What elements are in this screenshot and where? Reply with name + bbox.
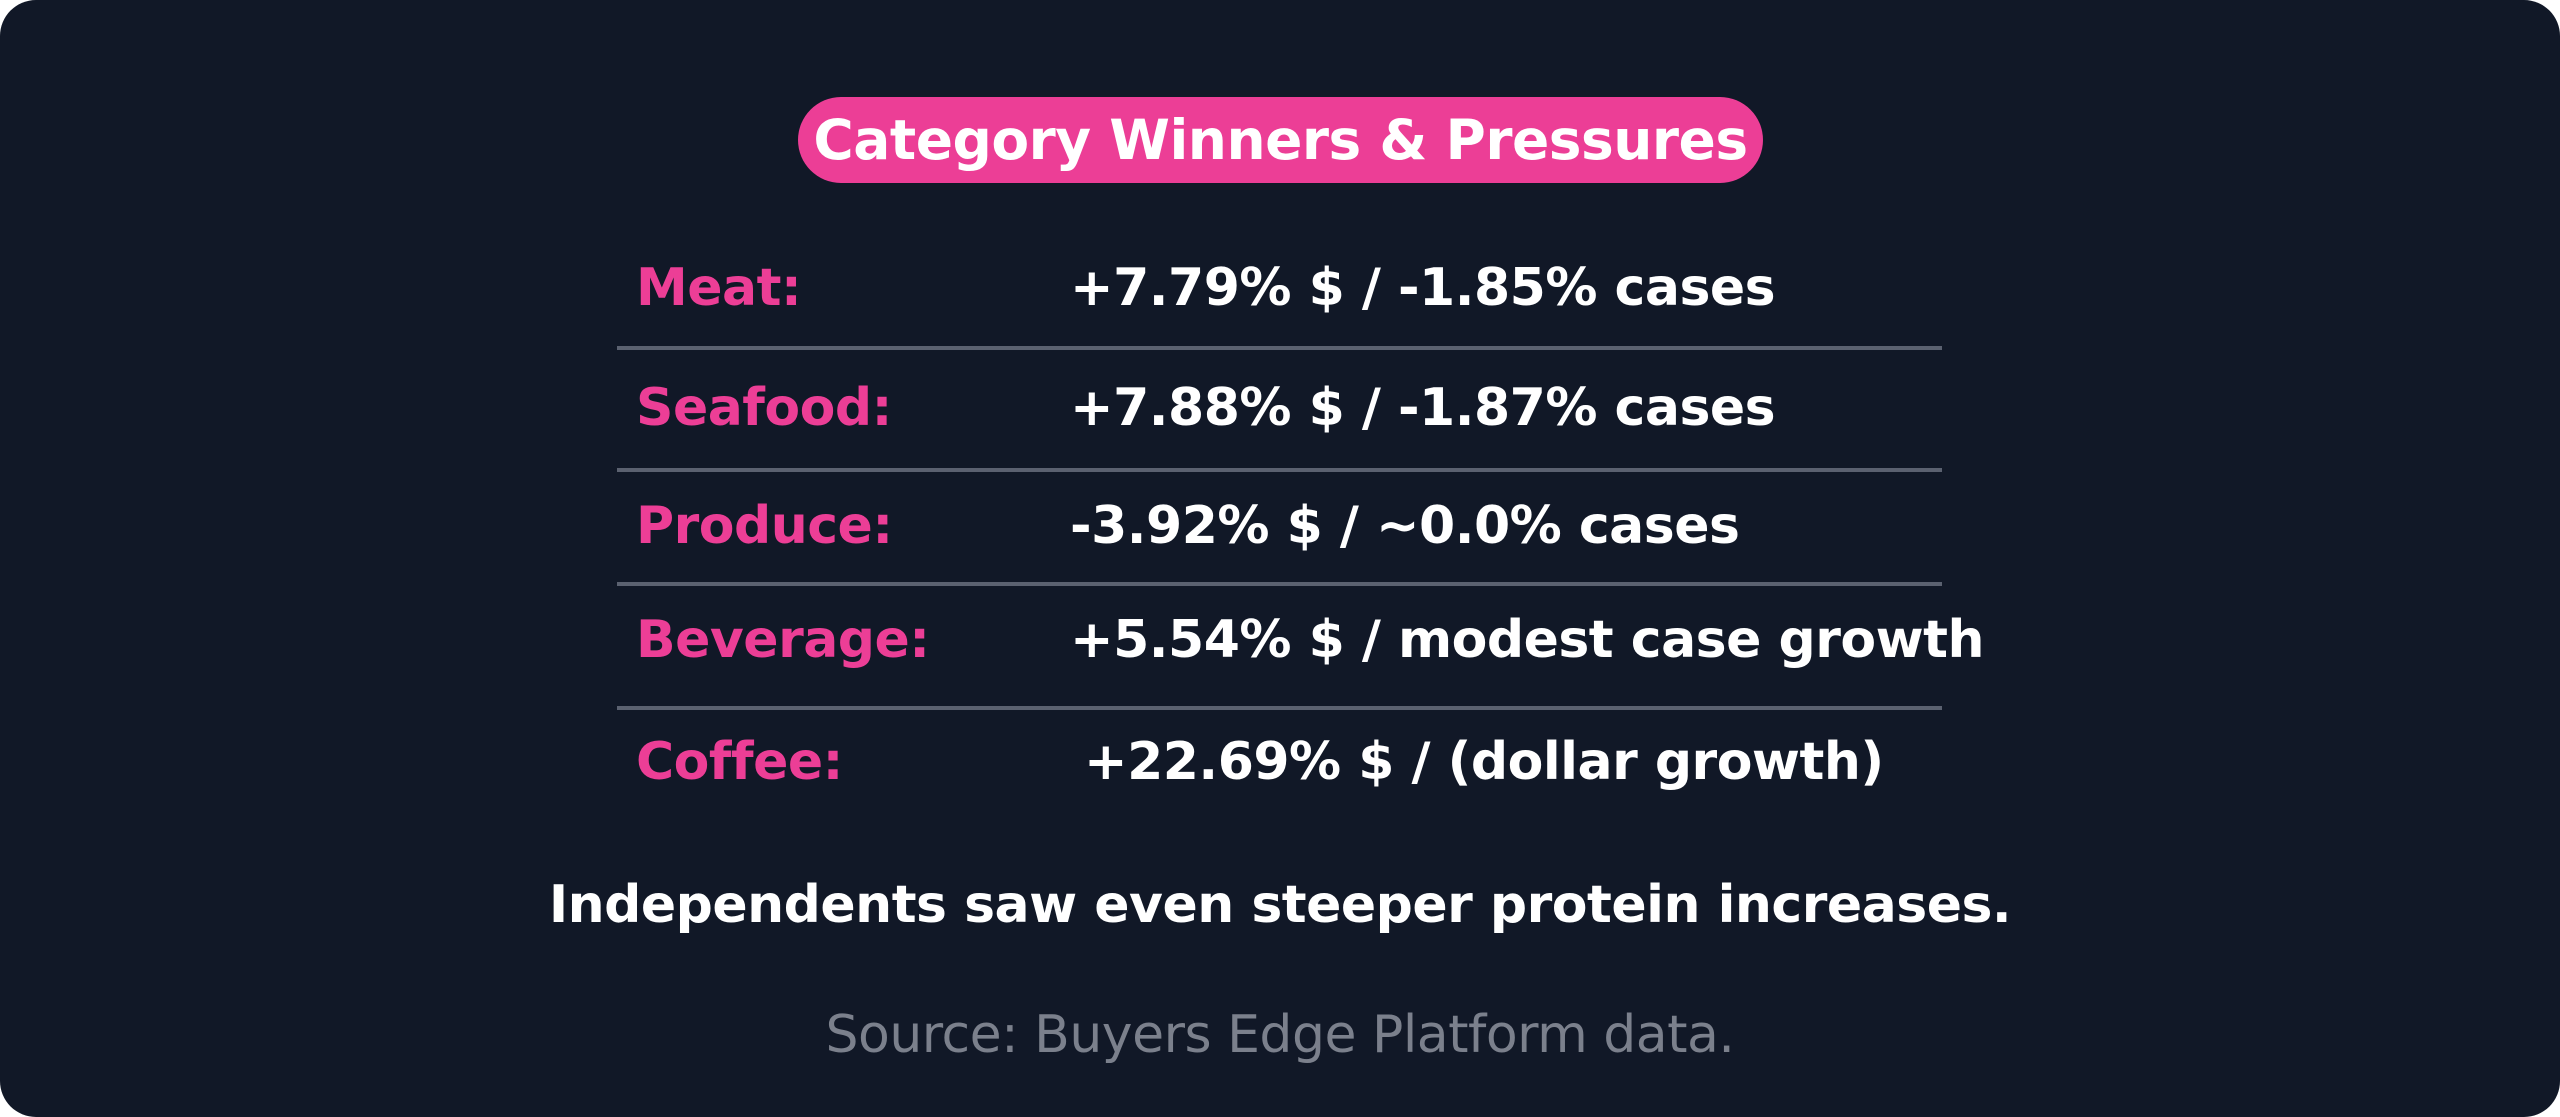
- table-row: Meat: +7.79% $ / -1.85% cases: [617, 230, 1942, 346]
- category-value: +22.69% $ / (dollar growth): [1084, 732, 1884, 792]
- category-label: Seafood:: [636, 378, 892, 438]
- footnote: Independents saw even steeper protein in…: [548, 875, 2012, 935]
- table-row: Produce: -3.92% $ / ~0.0% cases: [617, 472, 1942, 582]
- category-value: +7.79% $ / -1.85% cases: [1070, 258, 1776, 318]
- row-divider: [617, 706, 1942, 710]
- row-divider: [617, 582, 1942, 586]
- page-title: Category Winners & Pressures: [813, 108, 1748, 172]
- category-label: Beverage:: [636, 610, 930, 670]
- category-value: +7.88% $ / -1.87% cases: [1070, 378, 1776, 438]
- title-badge: Category Winners & Pressures: [798, 97, 1763, 183]
- table-row: Coffee: +22.69% $ / (dollar growth): [617, 710, 1942, 826]
- row-divider: [617, 346, 1942, 350]
- category-label: Produce:: [636, 496, 893, 556]
- table-row: Seafood: +7.88% $ / -1.87% cases: [617, 350, 1942, 468]
- category-value: +5.54% $ / modest case growth: [1070, 610, 1985, 670]
- category-label: Coffee:: [636, 732, 843, 792]
- category-value: -3.92% $ / ~0.0% cases: [1070, 496, 1740, 556]
- row-divider: [617, 468, 1942, 472]
- category-table: Meat: +7.79% $ / -1.85% cases Seafood: +…: [617, 230, 1985, 826]
- source-caption: Source: Buyers Edge Platform data.: [825, 1005, 1735, 1065]
- table-row: Beverage: +5.54% $ / modest case growth: [617, 586, 1985, 706]
- category-label: Meat:: [636, 258, 802, 318]
